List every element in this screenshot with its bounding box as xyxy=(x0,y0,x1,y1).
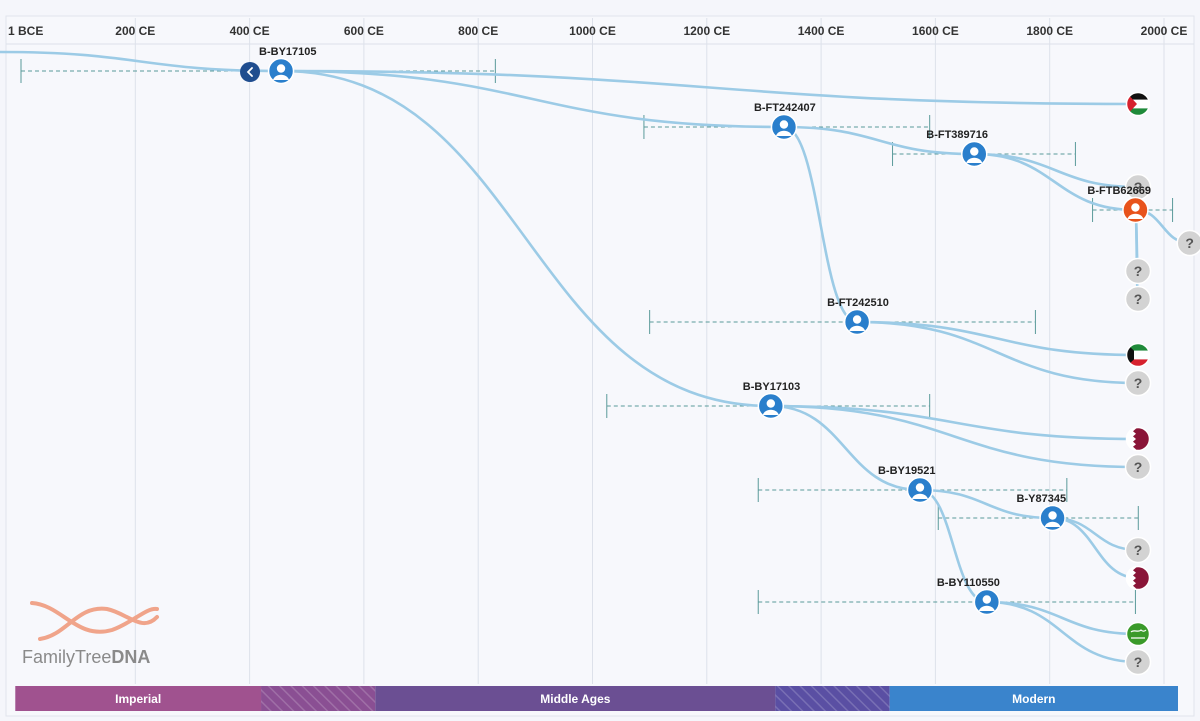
unknown-origin-marker[interactable]: ? xyxy=(1176,229,1200,257)
lineage-edge xyxy=(281,69,771,408)
haplogroup-node[interactable]: B-FT242407 xyxy=(754,102,816,141)
user-icon xyxy=(978,595,995,611)
svg-text:FamilyTreeDNA: FamilyTreeDNA xyxy=(22,647,150,667)
haplogroup-node[interactable]: B-BY17103 xyxy=(743,381,800,420)
user-icon xyxy=(911,483,928,499)
haplogroup-nodes: B-BY17105 B-FT242407 B-FT389716 B-FTB62669 B… xyxy=(240,46,1151,616)
dna-helix-icon xyxy=(30,601,159,641)
haplogroup-label[interactable]: B-BY110550 xyxy=(937,577,1000,589)
lineage-edge xyxy=(1052,516,1139,580)
familytreedna-logo: FamilyTreeDNA xyxy=(22,601,159,667)
user-icon xyxy=(775,120,792,136)
unknown-origin-marker[interactable]: ? xyxy=(1124,173,1152,201)
unknown-symbol: ? xyxy=(1185,235,1194,251)
haplogroup-node[interactable]: B-BY110550 xyxy=(937,577,1001,616)
lineage-edge xyxy=(857,320,1139,385)
haplogroup-label[interactable]: B-FT389716 xyxy=(926,129,988,141)
logo-text-bold: DNA xyxy=(111,647,150,667)
axis-tick-label: 800 CE xyxy=(458,24,498,38)
lineage-edge xyxy=(986,600,1139,664)
unknown-symbol: ? xyxy=(1134,179,1143,195)
axis-tick-label: 600 CE xyxy=(344,24,384,38)
era-modern: Modern xyxy=(889,686,1178,711)
haplogroup-label[interactable]: B-FT242407 xyxy=(754,102,816,114)
unknown-origin-marker[interactable]: ? xyxy=(1124,648,1152,676)
user-icon xyxy=(966,147,983,163)
time-axis: 1 BCE 200 CE 400 CE 600 CE 800 CE 1000 CE 1200… xyxy=(6,24,1194,45)
haplogroup-node[interactable]: B-FT389716 xyxy=(926,129,988,168)
lineage-edge xyxy=(770,404,920,492)
haplogroup-label[interactable]: B-FTB62669 xyxy=(1087,185,1151,197)
back-button[interactable] xyxy=(240,62,261,82)
haplogroup-label[interactable]: B-BY17103 xyxy=(743,381,800,393)
haplogroup-node[interactable]: B-Y87345 xyxy=(1017,493,1067,532)
unknown-symbol: ? xyxy=(1134,263,1143,279)
lineage-edge xyxy=(919,488,1053,520)
era-bar: Imperial Middle Ages Modern xyxy=(15,686,1178,711)
user-icon xyxy=(1127,203,1144,219)
user-icon xyxy=(849,315,866,331)
lineage-edge xyxy=(281,69,784,129)
flag-palestine-icon[interactable] xyxy=(1125,91,1151,117)
haplogroup-node[interactable]: B-FTB62669 xyxy=(1087,185,1151,224)
era-label: Imperial xyxy=(115,692,161,706)
unknown-origin-marker[interactable]: ? xyxy=(1124,285,1152,313)
chart-frame xyxy=(5,15,1195,717)
unknown-symbol: ? xyxy=(1134,375,1143,391)
axis-tick-label: 1000 CE xyxy=(569,24,616,38)
era-transition xyxy=(261,686,376,711)
lineage-edge xyxy=(783,125,975,156)
unknown-origin-marker[interactable]: ? xyxy=(1124,536,1152,564)
axis-tick-label: 400 CE xyxy=(230,24,270,38)
unknown-symbol: ? xyxy=(1134,654,1143,670)
flag-saudi-icon[interactable] xyxy=(1125,621,1151,647)
axis-tick-label: 1600 CE xyxy=(912,24,959,38)
lineage-edge xyxy=(783,125,858,324)
axis-tick-label: 1 BCE xyxy=(8,24,43,38)
user-icon xyxy=(762,399,779,415)
axis-tick-label: 2000 CE xyxy=(1141,24,1188,38)
chevron-left-icon xyxy=(246,67,253,77)
haplogroup-label[interactable]: B-FT242510 xyxy=(827,297,889,309)
lineage-edge xyxy=(0,50,282,73)
confidence-interval xyxy=(649,310,1036,334)
haplogroup-label[interactable]: B-Y87345 xyxy=(1017,493,1067,505)
axis-tick-label: 1400 CE xyxy=(798,24,845,38)
leaf-markers: ???????? xyxy=(1124,91,1200,676)
user-icon xyxy=(273,64,290,80)
axis-tick-label: 1200 CE xyxy=(683,24,730,38)
axis-tick-label: 1800 CE xyxy=(1026,24,1073,38)
haplogroup-node[interactable]: B-BY17105 xyxy=(240,46,317,85)
unknown-symbol: ? xyxy=(1134,459,1143,475)
era-transition xyxy=(775,686,890,711)
unknown-origin-marker[interactable]: ? xyxy=(1124,369,1152,397)
haplogroup-label[interactable]: B-BY17105 xyxy=(259,46,316,58)
unknown-origin-marker[interactable]: ? xyxy=(1124,453,1152,481)
lineage-edge xyxy=(770,404,1139,441)
lineage-edge xyxy=(770,404,1139,469)
confidence-interval xyxy=(757,590,1136,614)
axis-tick-label: 200 CE xyxy=(115,24,155,38)
unknown-origin-marker[interactable]: ? xyxy=(1124,257,1152,285)
user-icon xyxy=(1044,511,1061,527)
flag-qatar-icon[interactable] xyxy=(1125,426,1151,452)
logo-text-regular: FamilyTree xyxy=(22,647,111,667)
unknown-symbol: ? xyxy=(1134,542,1143,558)
era-imperial: Imperial xyxy=(15,686,262,711)
haplogroup-label[interactable]: B-BY19521 xyxy=(878,465,935,477)
lineage-edge xyxy=(281,69,1139,106)
haplogroup-node[interactable]: B-FT242510 xyxy=(827,297,889,336)
lineage-edge xyxy=(974,152,1136,212)
era-label: Middle Ages xyxy=(540,692,611,706)
era-middle-ages: Middle Ages xyxy=(375,686,776,711)
era-label: Modern xyxy=(1012,692,1055,706)
unknown-symbol: ? xyxy=(1134,291,1143,307)
flag-qatar-icon[interactable] xyxy=(1125,565,1151,591)
haplogroup-node[interactable]: B-BY19521 xyxy=(878,465,935,504)
